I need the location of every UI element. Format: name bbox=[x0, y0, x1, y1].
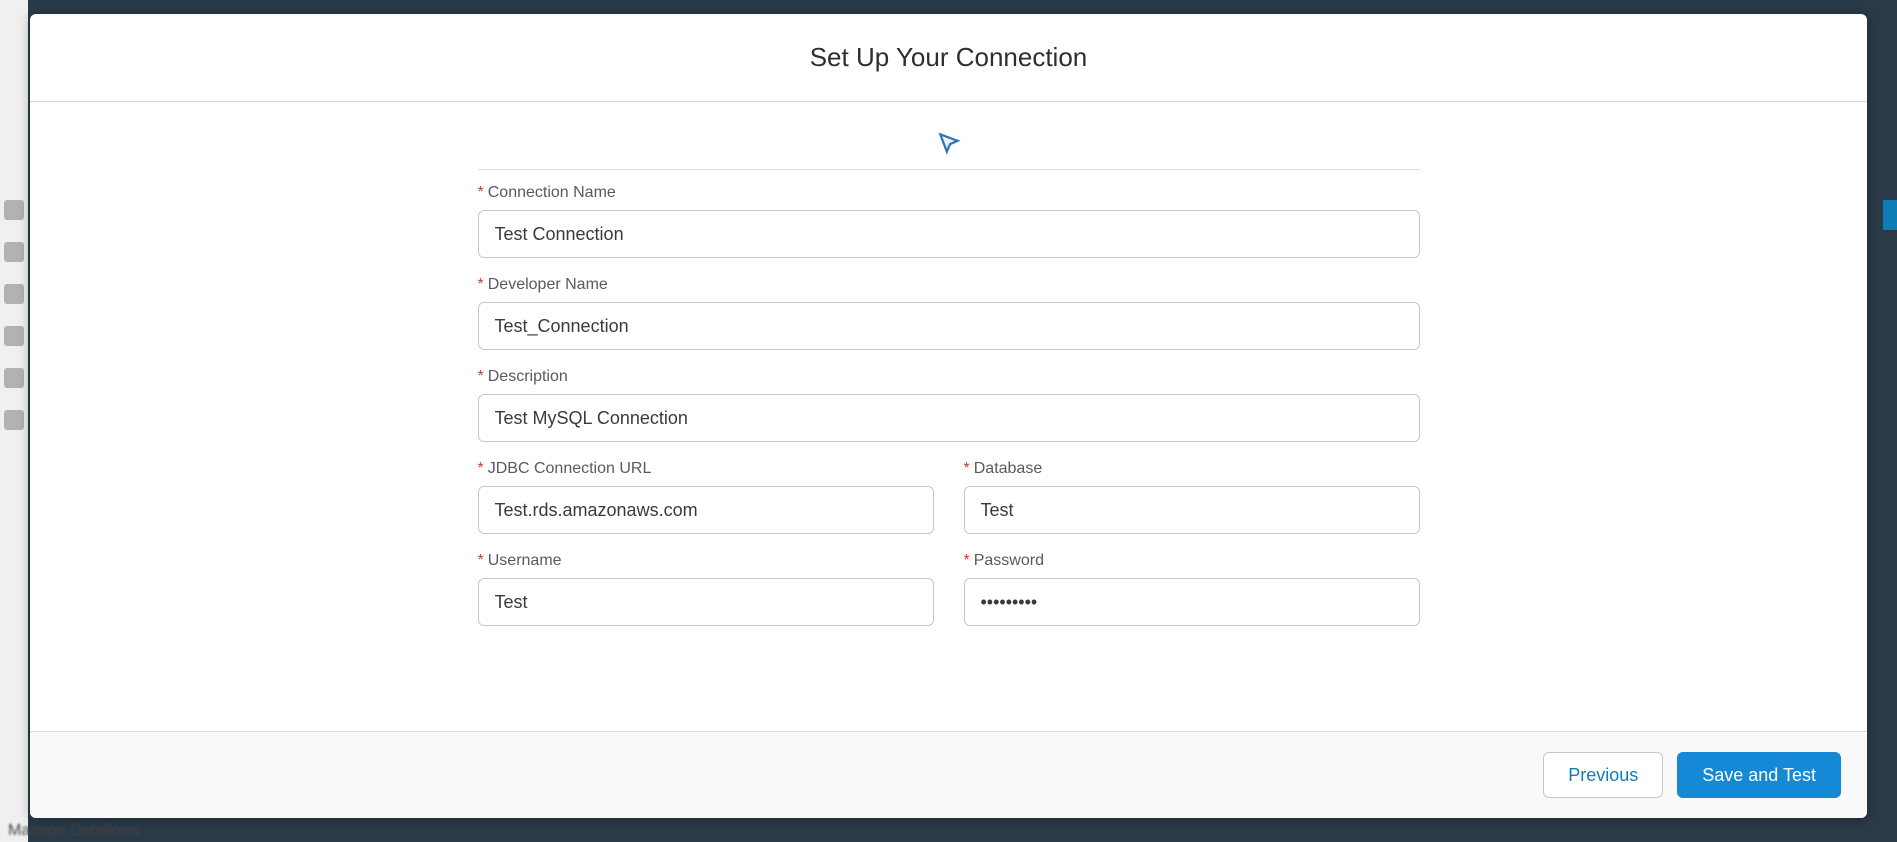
required-mark: * bbox=[478, 460, 484, 477]
description-input[interactable] bbox=[478, 394, 1420, 442]
developer-name-label: *Developer Name bbox=[478, 276, 1420, 294]
modal-title: Set Up Your Connection bbox=[30, 42, 1867, 73]
modal-overlay: Set Up Your Connection *Connection Name bbox=[0, 0, 1897, 842]
connection-form: *Connection Name *Developer Name bbox=[478, 169, 1420, 626]
description-label: *Description bbox=[478, 368, 1420, 386]
database-label: *Database bbox=[964, 460, 1420, 478]
jdbc-url-group: *JDBC Connection URL bbox=[478, 460, 934, 534]
required-mark: * bbox=[478, 552, 484, 569]
modal-footer: Previous Save and Test bbox=[30, 731, 1867, 818]
password-label: *Password bbox=[964, 552, 1420, 570]
jdbc-url-label: *JDBC Connection URL bbox=[478, 460, 934, 478]
username-label: *Username bbox=[478, 552, 934, 570]
connection-name-input[interactable] bbox=[478, 210, 1420, 258]
label-text: Password bbox=[974, 552, 1044, 569]
description-group: *Description bbox=[478, 368, 1420, 442]
database-group: *Database bbox=[964, 460, 1420, 534]
connection-name-label: *Connection Name bbox=[478, 184, 1420, 202]
previous-button[interactable]: Previous bbox=[1543, 752, 1663, 798]
password-input[interactable] bbox=[964, 578, 1420, 626]
connection-name-group: *Connection Name bbox=[478, 184, 1420, 258]
database-input[interactable] bbox=[964, 486, 1420, 534]
required-mark: * bbox=[478, 276, 484, 293]
required-mark: * bbox=[964, 460, 970, 477]
required-mark: * bbox=[964, 552, 970, 569]
developer-name-input[interactable] bbox=[478, 302, 1420, 350]
required-mark: * bbox=[478, 184, 484, 201]
username-input[interactable] bbox=[478, 578, 934, 626]
label-text: Database bbox=[974, 460, 1043, 477]
password-group: *Password bbox=[964, 552, 1420, 626]
developer-name-group: *Developer Name bbox=[478, 276, 1420, 350]
label-text: JDBC Connection URL bbox=[488, 460, 652, 477]
label-text: Username bbox=[488, 552, 562, 569]
label-text: Connection Name bbox=[488, 184, 616, 201]
cursor-icon bbox=[30, 112, 1867, 169]
required-mark: * bbox=[478, 368, 484, 385]
username-group: *Username bbox=[478, 552, 934, 626]
label-text: Description bbox=[488, 368, 568, 385]
label-text: Developer Name bbox=[488, 276, 608, 293]
modal-body: *Connection Name *Developer Name bbox=[30, 102, 1867, 731]
jdbc-url-input[interactable] bbox=[478, 486, 934, 534]
connection-setup-modal: Set Up Your Connection *Connection Name bbox=[30, 14, 1867, 818]
save-and-test-button[interactable]: Save and Test bbox=[1677, 752, 1841, 798]
modal-header: Set Up Your Connection bbox=[30, 14, 1867, 102]
